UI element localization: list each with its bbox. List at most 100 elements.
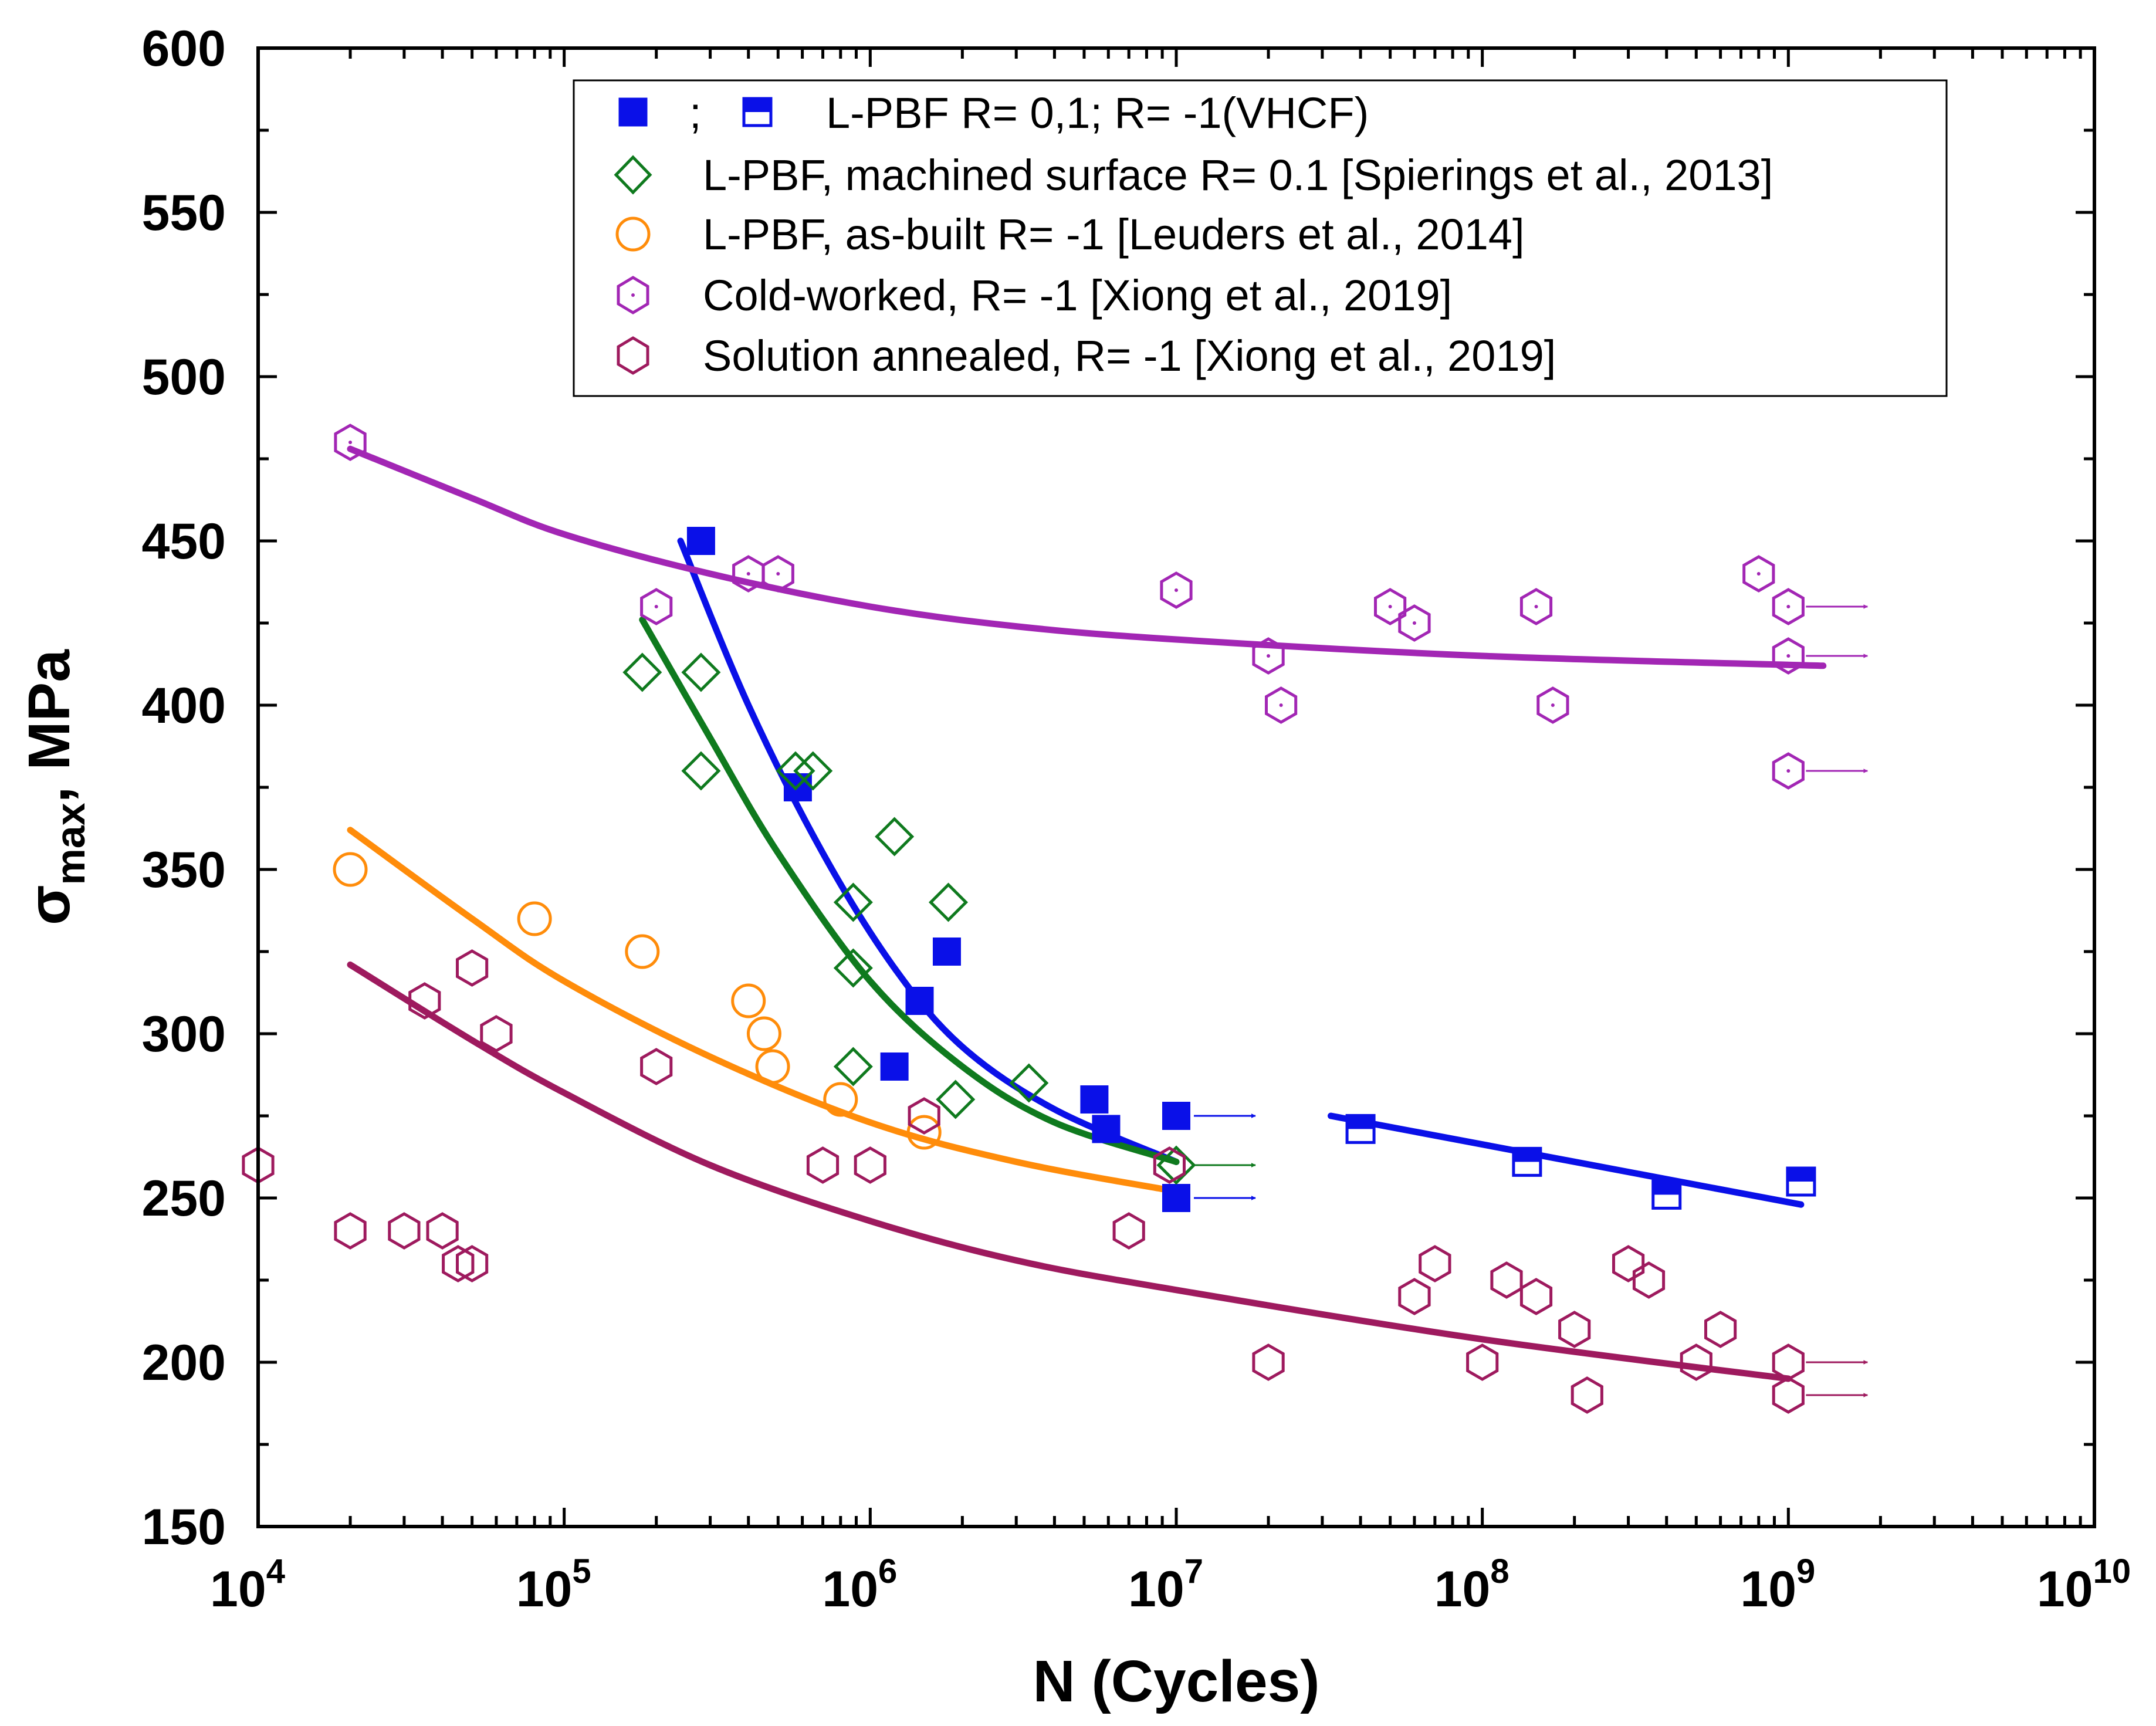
point-coldworked-outline (1252, 637, 1285, 675)
point-vhcf-fill (1513, 1148, 1541, 1162)
point-leuders-circle (823, 1082, 858, 1117)
point-lpbf-square (1092, 1115, 1121, 1143)
runout-arrows (1194, 604, 1869, 1397)
point-annealed-hexagon (1772, 1343, 1805, 1381)
legend-half-filled-square-icon (742, 97, 773, 127)
point-leuders-circle (755, 1049, 790, 1084)
point-spierings-diamond (776, 751, 815, 791)
x-tick-label: 105 (516, 1552, 591, 1617)
point-spierings-diamond (833, 1047, 873, 1087)
point-coldworked-hexagon (761, 555, 794, 593)
point-annealed-hexagon (1490, 1261, 1523, 1299)
point-annealed-hexagon (334, 1212, 367, 1250)
point-vhcf-half-square (1345, 1114, 1376, 1144)
x-axis-title: N (Cycles) (1033, 1649, 1319, 1714)
x-tick-label: 104 (210, 1552, 285, 1617)
y-tick-label: 200 (142, 1335, 226, 1391)
point-coldworked-outline (1742, 555, 1775, 593)
legend-separator: ; (689, 89, 702, 137)
point-lpbf-square (932, 938, 961, 966)
point-vhcf-half-square (1786, 1166, 1816, 1197)
point-coldworked-dot (1534, 605, 1538, 608)
point-coldworked-outline (1772, 637, 1805, 675)
point-coldworked-dot (1756, 572, 1761, 576)
point-coldworked-dot (1786, 605, 1791, 608)
point-vhcf-fill (1787, 1168, 1815, 1182)
y-tick-label: 300 (142, 1006, 226, 1062)
y-tick-label: 250 (142, 1170, 226, 1227)
point-lpbf-square (1080, 1085, 1109, 1114)
point-spierings-diamond (833, 948, 873, 988)
fit-curve-5 (347, 961, 1792, 1382)
axis-tick-labels: 150 200 250 300 350 400 450 500 550 600 104 105 106 1… (142, 21, 2131, 1617)
point-coldworked-outline (334, 424, 367, 461)
point-coldworked-dot (746, 572, 750, 576)
point-spierings-diamond (622, 652, 662, 692)
point-annealed-hexagon (1419, 1245, 1451, 1282)
legend: ; L-PBF R= 0,1; R= -1(VHCF) L-PBF, machi… (573, 79, 1948, 397)
point-annealed-hexagon (1558, 1311, 1591, 1348)
point-coldworked-outline (1398, 604, 1431, 642)
point-coldworked-dot (348, 441, 353, 444)
x-tick-label: 108 (1434, 1552, 1509, 1617)
point-coldworked-dot (1786, 769, 1791, 773)
legend-box (573, 79, 1948, 397)
point-vhcf-fill (1347, 1115, 1375, 1129)
point-coldworked-hexagon (1772, 637, 1805, 675)
point-coldworked-outline (1519, 588, 1553, 625)
y-tick-label: 550 (142, 185, 226, 241)
point-spierings-diamond (681, 751, 721, 791)
point-annealed-hexagon (1398, 1278, 1431, 1315)
point-annealed-hexagon (388, 1212, 421, 1250)
y-axis-suffix: , MPa (16, 649, 82, 803)
point-coldworked-hexagon (1252, 637, 1285, 675)
point-spierings-diamond (1156, 1145, 1196, 1185)
y-axis-subscript: max (48, 803, 93, 885)
y-axis-title: σmax, MPa (16, 649, 93, 925)
point-coldworked-outline (1536, 686, 1569, 724)
point-annealed-hexagon (1112, 1212, 1145, 1250)
point-annealed-hexagon (456, 1245, 489, 1282)
point-leuders-circle (517, 901, 552, 936)
point-annealed-hexagon (1680, 1343, 1712, 1381)
plot-frame (256, 46, 2096, 1528)
point-coldworked-outline (1265, 686, 1298, 724)
point-spierings-diamond (875, 817, 915, 857)
point-coldworked-hexagon (1374, 588, 1407, 625)
fit-curve-2 (639, 616, 1180, 1165)
legend-filled-square-icon (618, 97, 648, 127)
point-coldworked-outline (1772, 588, 1805, 625)
point-annealed-hexagon (908, 1097, 940, 1135)
point-coldworked-hexagon (1772, 588, 1805, 625)
point-annealed-hexagon (1252, 1343, 1285, 1381)
point-lpbf-square (1162, 1102, 1190, 1130)
point-coldworked-hexagon (1742, 555, 1775, 593)
point-coldworked-hexagon (1160, 571, 1193, 609)
point-coldworked-dot (1412, 621, 1416, 625)
point-coldworked-hexagon (1772, 752, 1805, 790)
point-annealed-hexagon (1772, 1376, 1805, 1414)
x-tick-label: 107 (1128, 1552, 1203, 1617)
point-leuders-circle (906, 1115, 942, 1150)
point-coldworked-hexagon (1398, 604, 1431, 642)
y-tick-label: 400 (142, 678, 226, 734)
point-coldworked-hexagon (334, 424, 367, 461)
point-annealed-hexagon (1632, 1261, 1666, 1299)
point-lpbf-square (686, 527, 715, 555)
point-annealed-hexagon (806, 1146, 840, 1184)
point-coldworked-hexagon (1536, 686, 1569, 724)
x-tick-label: 1010 (2037, 1552, 2131, 1617)
point-vhcf-half-square (1512, 1146, 1542, 1177)
point-annealed-hexagon (1519, 1278, 1553, 1315)
y-tick-label: 150 (142, 1499, 226, 1555)
point-annealed-hexagon (1704, 1311, 1737, 1348)
point-annealed-hexagon (442, 1245, 475, 1282)
fit-curve-1 (1328, 1112, 1805, 1208)
point-coldworked-dot (776, 572, 780, 576)
point-annealed-hexagon (1612, 1245, 1645, 1282)
point-leuders-circle (731, 983, 766, 1018)
point-spierings-diamond (1009, 1063, 1049, 1103)
point-coldworked-outline (1160, 571, 1193, 609)
point-spierings-diamond (681, 652, 721, 692)
